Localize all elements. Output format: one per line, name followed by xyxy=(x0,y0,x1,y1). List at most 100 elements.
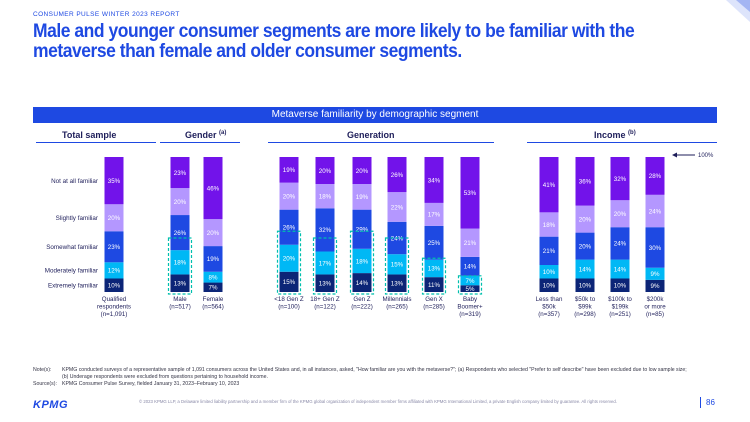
x-tick-label: (n=265) xyxy=(386,304,408,311)
highlight-box xyxy=(167,237,193,295)
data-label: 20% xyxy=(356,168,369,175)
data-label: 20% xyxy=(174,199,187,206)
x-tick-label: $50k to xyxy=(575,296,596,303)
bar-segment-moderately-familiar xyxy=(279,244,299,272)
bar-segment-slightly-familiar xyxy=(610,200,630,228)
data-label: 23% xyxy=(108,244,121,251)
bar-segment-extremely-familiar xyxy=(645,279,665,292)
legend-label-somewhat-familiar: Somewhat familiar xyxy=(46,244,98,251)
x-tick-label: Male xyxy=(173,296,187,303)
bar-segment-slightly-familiar xyxy=(104,204,124,232)
bar-segment-moderately-familiar xyxy=(424,259,444,278)
data-label: 17% xyxy=(319,260,332,267)
data-label: 20% xyxy=(283,256,296,263)
legend-label-not-at-all-familiar: Not at all familiar xyxy=(51,178,98,185)
report-kicker: CONSUMER PULSE WINTER 2023 REPORT xyxy=(33,11,180,18)
x-tick-label: 18+ Gen Z xyxy=(310,296,340,303)
corner-decoration xyxy=(726,0,750,22)
bar-segment-extremely-familiar xyxy=(460,285,480,292)
highlight-box xyxy=(349,230,375,295)
annotation-arrow-head xyxy=(672,152,677,158)
data-label: 24% xyxy=(391,235,404,242)
bar-segment-extremely-familiar xyxy=(279,271,299,292)
bar-segment-not-at-all-familiar xyxy=(315,157,335,184)
bar-segment-extremely-familiar xyxy=(539,278,559,292)
bar-segment-moderately-familiar xyxy=(203,271,223,283)
data-label: 18% xyxy=(174,260,187,267)
bar-segment-extremely-familiar xyxy=(387,274,407,292)
data-label: 25% xyxy=(428,240,441,247)
data-label: 20% xyxy=(614,211,627,218)
x-tick-label: $100k to xyxy=(608,296,632,303)
data-label: 20% xyxy=(319,168,332,175)
data-label: 19% xyxy=(356,194,369,201)
highlight-box xyxy=(457,275,483,295)
bar-segment-not-at-all-familiar xyxy=(279,157,299,183)
bar-segment-moderately-familiar xyxy=(575,259,595,279)
bar-segment-slightly-familiar xyxy=(460,228,480,257)
bar-segment-extremely-familiar xyxy=(424,277,444,292)
x-tick-label: (n=517) xyxy=(169,304,191,311)
data-label: 14% xyxy=(356,280,369,287)
page-separator xyxy=(700,397,701,408)
x-tick-label: Millennials xyxy=(383,296,412,303)
section-header-generation: Generation xyxy=(347,130,395,140)
bar-segment-extremely-familiar xyxy=(104,278,124,292)
section-rule-gender xyxy=(160,142,240,143)
bar-segment-extremely-familiar xyxy=(315,274,335,292)
data-label: 35% xyxy=(108,178,121,185)
x-tick-label: $200k xyxy=(647,296,665,303)
chart-band-title: Metaverse familiarity by demographic seg… xyxy=(33,107,717,123)
data-label: 14% xyxy=(464,264,477,271)
data-label: 19% xyxy=(207,256,220,263)
bar-segment-slightly-familiar xyxy=(575,205,595,233)
kpmg-logo: KPMG xyxy=(33,399,68,411)
x-tick-label: (n=285) xyxy=(423,304,445,311)
x-tick-label: Gen Z xyxy=(353,296,370,303)
x-tick-label: (n=298) xyxy=(574,311,596,318)
x-tick-label: (n=319) xyxy=(459,311,481,318)
note-line-2: (b) Underage respondents were excluded f… xyxy=(62,374,268,380)
x-tick-label: <18 Gen Z xyxy=(274,296,304,303)
section-header-income: Income (b) xyxy=(594,130,636,140)
data-label: 9% xyxy=(651,271,660,278)
data-label: 32% xyxy=(319,227,332,234)
data-label: 24% xyxy=(614,241,627,248)
bar-segment-somewhat-familiar xyxy=(203,246,223,272)
bar-segment-somewhat-familiar xyxy=(315,208,335,252)
data-label: 7% xyxy=(466,278,475,285)
section-rule-generation xyxy=(268,142,494,143)
section-header-total: Total sample xyxy=(62,130,117,140)
source-text: KPMG Consumer Pulse Survey, fielded Janu… xyxy=(62,381,240,387)
bar-segment-slightly-familiar xyxy=(424,202,444,226)
bar-segment-not-at-all-familiar xyxy=(352,157,372,184)
highlight-box xyxy=(384,237,410,295)
data-label: 28% xyxy=(649,173,662,180)
highlight-box xyxy=(276,230,302,295)
data-label: 20% xyxy=(579,216,592,223)
x-tick-label: (n=357) xyxy=(538,311,560,318)
data-label: 13% xyxy=(174,281,187,288)
x-tick-label: Qualified xyxy=(102,296,127,303)
bar-segment-not-at-all-familiar xyxy=(460,157,480,229)
source-label: Source(s): xyxy=(33,381,57,387)
data-label: 10% xyxy=(579,283,592,290)
bar-segment-moderately-familiar xyxy=(315,251,335,275)
data-label: 14% xyxy=(579,266,592,273)
data-label: 26% xyxy=(391,172,404,179)
bar-segment-slightly-familiar xyxy=(539,212,559,237)
data-label: 26% xyxy=(174,230,187,237)
x-tick-label: respondents xyxy=(97,304,131,311)
data-label: 5% xyxy=(466,286,475,293)
highlight-box xyxy=(421,257,447,295)
notes-block: Note(s): KPMG conducted surveys of a repr… xyxy=(33,367,733,388)
bar-segment-somewhat-familiar xyxy=(575,232,595,260)
x-tick-label: (n=122) xyxy=(314,304,336,311)
data-label: 20% xyxy=(207,230,220,237)
bar-segment-slightly-familiar xyxy=(352,184,372,210)
data-label: 18% xyxy=(356,258,369,265)
bar-segment-moderately-familiar xyxy=(387,254,407,275)
bar-segment-not-at-all-familiar xyxy=(645,157,665,195)
x-tick-label: (n=222) xyxy=(351,304,373,311)
